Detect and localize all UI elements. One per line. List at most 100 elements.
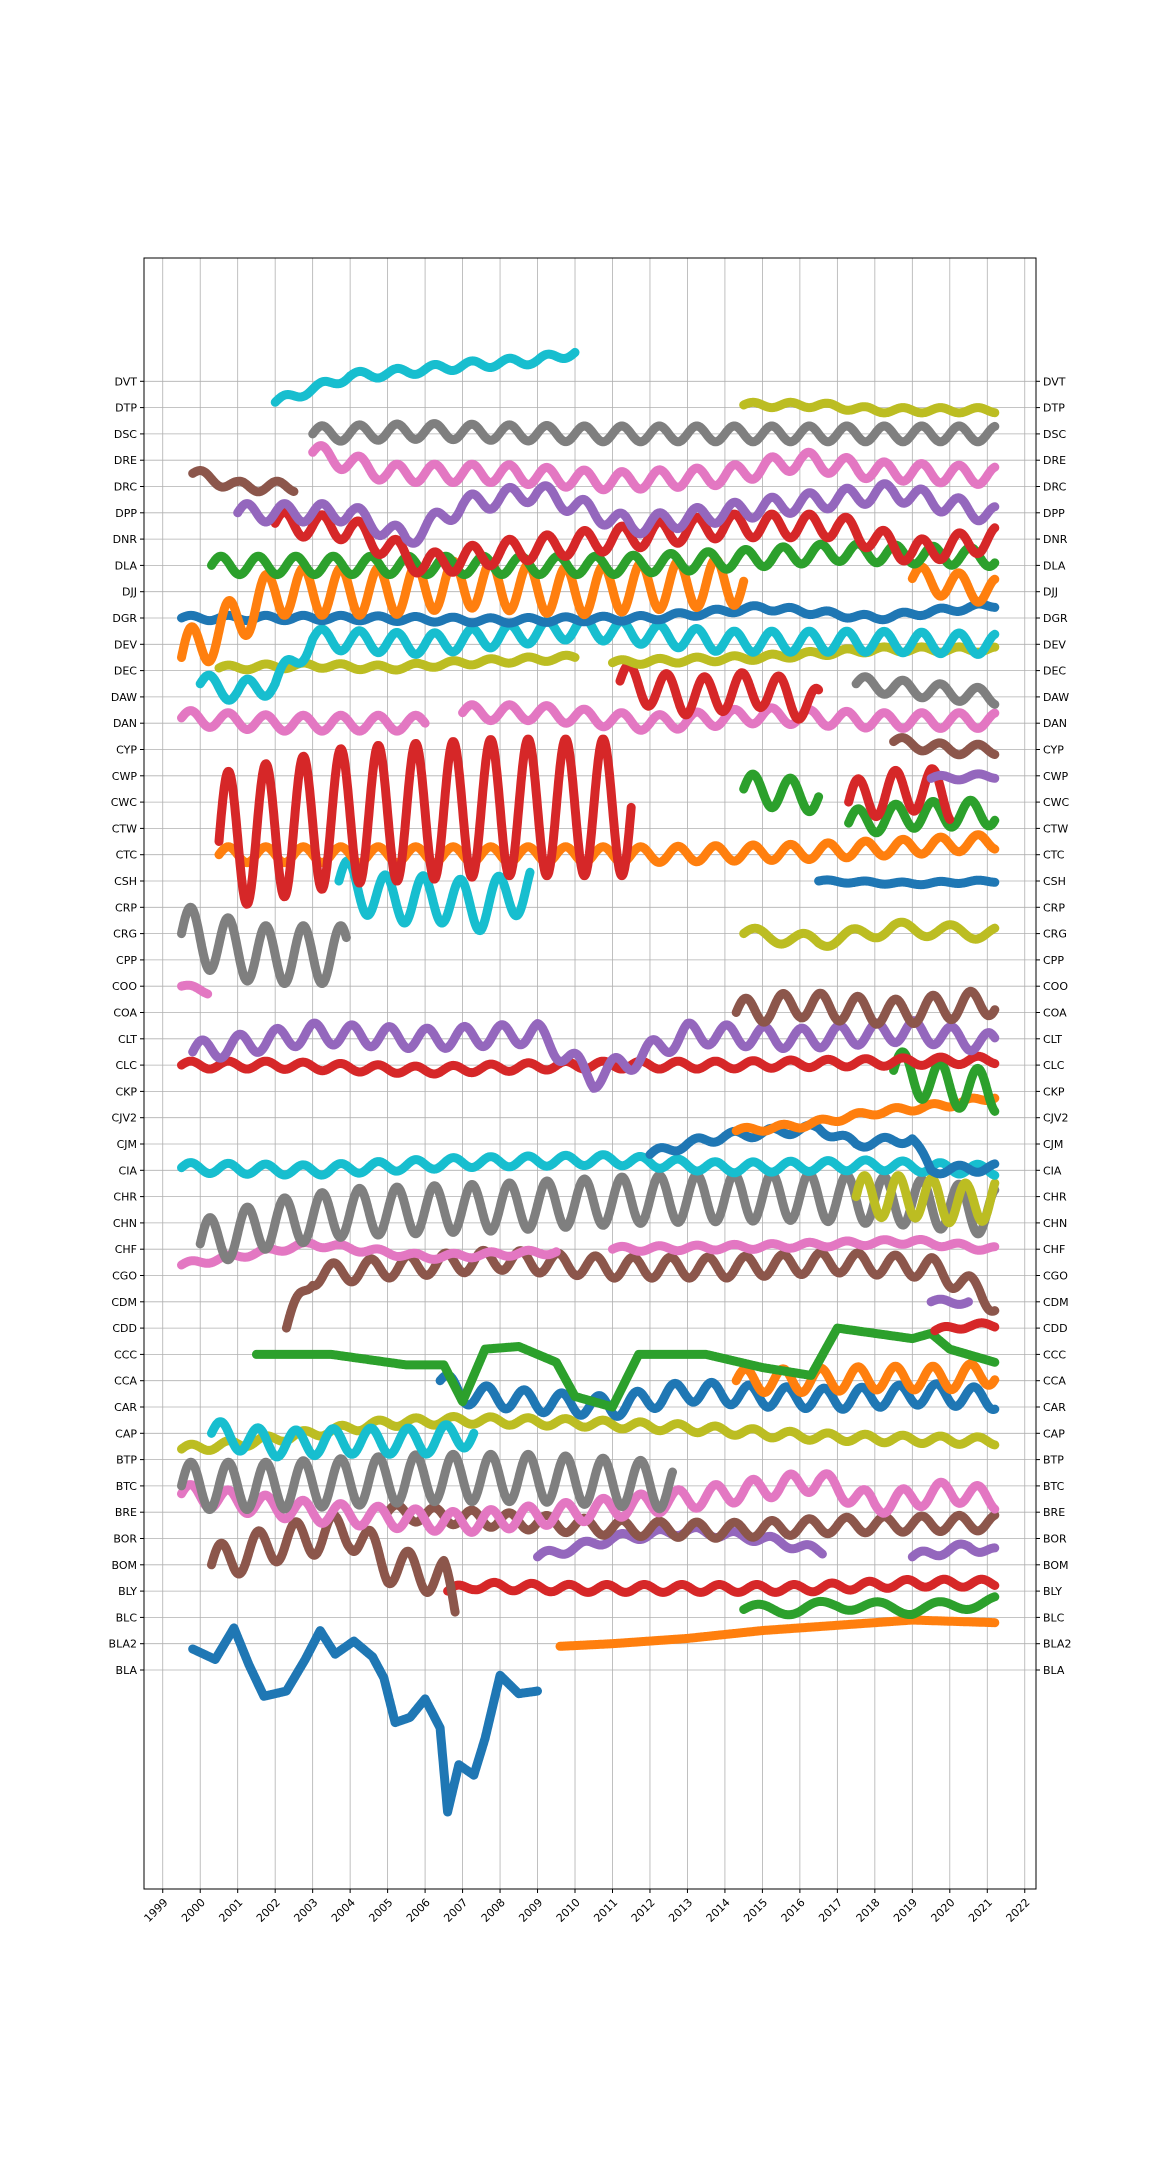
y-tick-label-right: CKP [1043, 1085, 1065, 1098]
series-cjm [645, 1120, 1000, 1179]
series-btc [177, 1449, 677, 1514]
y-tick-label-left: CDM [111, 1296, 137, 1309]
y-tick-label-right: DGR [1043, 612, 1068, 625]
y-tick-label-right: BLY [1043, 1585, 1062, 1598]
y-tick-label-right: DVT [1043, 375, 1066, 388]
y-tick-label-right: CGO [1043, 1270, 1068, 1283]
series-chr [851, 1171, 1000, 1228]
y-tick-label-left: CJV2 [112, 1112, 137, 1125]
y-tick-label-left: CDD [112, 1322, 137, 1335]
y-tick-label-left: CHN [113, 1217, 137, 1230]
y-tick-label-right: BTC [1043, 1480, 1065, 1493]
y-tick-label-right: DSC [1043, 428, 1066, 441]
y-tick-label-right: CHR [1043, 1191, 1067, 1204]
series-dev [195, 614, 1000, 705]
y-tick-label-left: BLA [116, 1664, 138, 1677]
y-tick-label-left: DRE [114, 454, 137, 467]
y-tick-label-right: CTC [1043, 849, 1065, 862]
y-tick-label-right: BRE [1043, 1506, 1065, 1519]
series-chn [195, 1168, 1000, 1265]
x-tick-label: 2022 [1004, 1896, 1033, 1925]
series-bla [188, 1623, 542, 1817]
y-tick-label-left: DRC [114, 481, 138, 494]
y-tick-label-left: DLA [115, 559, 138, 572]
y-tick-label-left: CTW [112, 822, 137, 835]
series-dan [177, 706, 430, 736]
y-tick-label-right: BLC [1043, 1611, 1065, 1624]
y-tick-label-left: CHR [113, 1191, 137, 1204]
y-tick-label-left: DNR [113, 533, 138, 546]
y-tick-label-left: CTC [116, 849, 138, 862]
series-blc [739, 1592, 1000, 1620]
x-axis-ticks: 1999 2000 2001 2002 2003 2004 2005 2006 2007 2008… [142, 1889, 1033, 1925]
y-tick-label-right: DRE [1043, 454, 1066, 467]
series-cwp [926, 769, 1000, 785]
y-tick-label-right: CHN [1043, 1217, 1067, 1230]
y-tick-label-left: BLA2 [109, 1638, 137, 1651]
y-tick-label-left: CPP [116, 954, 137, 967]
x-tick-label: 2013 [666, 1896, 695, 1925]
y-tick-label-right: DAN [1043, 717, 1067, 730]
y-tick-label-right: CLT [1043, 1033, 1062, 1046]
y-tick-label-right: CJM [1043, 1138, 1063, 1151]
y-tick-label-left: DEV [114, 638, 137, 651]
x-tick-label: 2020 [929, 1896, 958, 1925]
y-tick-label-right: DTP [1043, 402, 1065, 415]
x-tick-label: 2001 [216, 1896, 245, 1925]
y-tick-label-left: COA [113, 1007, 137, 1020]
series-dec [214, 650, 580, 675]
x-tick-label: 2012 [629, 1896, 658, 1925]
y-tick-label-right: BOR [1043, 1533, 1067, 1546]
y-tick-label-right: CCC [1043, 1348, 1066, 1361]
series-dgr [177, 599, 1000, 628]
y-tick-label-left: CHF [115, 1243, 137, 1256]
series-djj [177, 554, 749, 667]
x-tick-label: 2010 [554, 1896, 583, 1925]
y-tick-label-left: DSC [114, 428, 137, 441]
y-tick-label-right: CAR [1043, 1401, 1066, 1414]
series-ctw [214, 734, 636, 909]
y-tick-label-left: DVT [114, 375, 137, 388]
y-tick-label-left: DAW [111, 691, 137, 704]
x-tick-label: 2015 [741, 1896, 770, 1925]
x-tick-label: 2002 [254, 1896, 283, 1925]
y-tick-label-left: DPP [115, 507, 137, 520]
x-tick-label: 2018 [854, 1896, 883, 1925]
series-bly [443, 1574, 1000, 1597]
y-tick-label-left: CRG [113, 928, 137, 941]
x-tick-label: 2007 [441, 1896, 470, 1925]
series-crg [177, 902, 351, 988]
series-crp [334, 856, 535, 936]
y-tick-label-left: CAP [115, 1427, 137, 1440]
series-cdd [930, 1318, 1000, 1336]
y-tick-label-right: CPP [1043, 954, 1064, 967]
series-cia [177, 1150, 1000, 1180]
series-bor [383, 1500, 1000, 1543]
y-tick-label-left: DTP [115, 402, 137, 415]
x-tick-label: 2005 [366, 1896, 395, 1925]
y-tick-label-left: CGO [112, 1270, 137, 1283]
y-tick-label-left: CWP [112, 770, 138, 783]
y-tick-label-left: CLT [118, 1033, 137, 1046]
y-tick-label-right: BOM [1043, 1559, 1069, 1572]
y-tick-label-left: BOR [113, 1533, 137, 1546]
y-tick-label-right: CLC [1043, 1059, 1065, 1072]
y-tick-label-left: BOM [111, 1559, 137, 1572]
series-dsc [308, 419, 1000, 447]
y-tick-label-left: CYP [116, 744, 137, 757]
y-tick-label-right: DRC [1043, 481, 1067, 494]
y-tick-label-right: CHF [1043, 1243, 1065, 1256]
y-tick-label-right: CRG [1043, 928, 1067, 941]
y-tick-label-left: CWC [111, 796, 138, 809]
y-axis-ticks: BLA BLA BLA2 BLA2 BLC BLC BLY BLY BOM BOM BOR BOR BR… [109, 375, 1072, 1677]
y-tick-label-left: BRE [115, 1506, 137, 1519]
series-dnr [270, 507, 1000, 578]
x-tick-label: 2019 [891, 1896, 920, 1925]
y-tick-label-right: DAW [1043, 691, 1069, 704]
series-cgo [281, 1245, 1000, 1333]
series-csh [814, 875, 1000, 890]
series-daw [851, 672, 1000, 709]
series-crg [739, 917, 1000, 951]
series-chf [177, 1238, 561, 1270]
y-tick-label-right: CJV2 [1043, 1112, 1068, 1125]
